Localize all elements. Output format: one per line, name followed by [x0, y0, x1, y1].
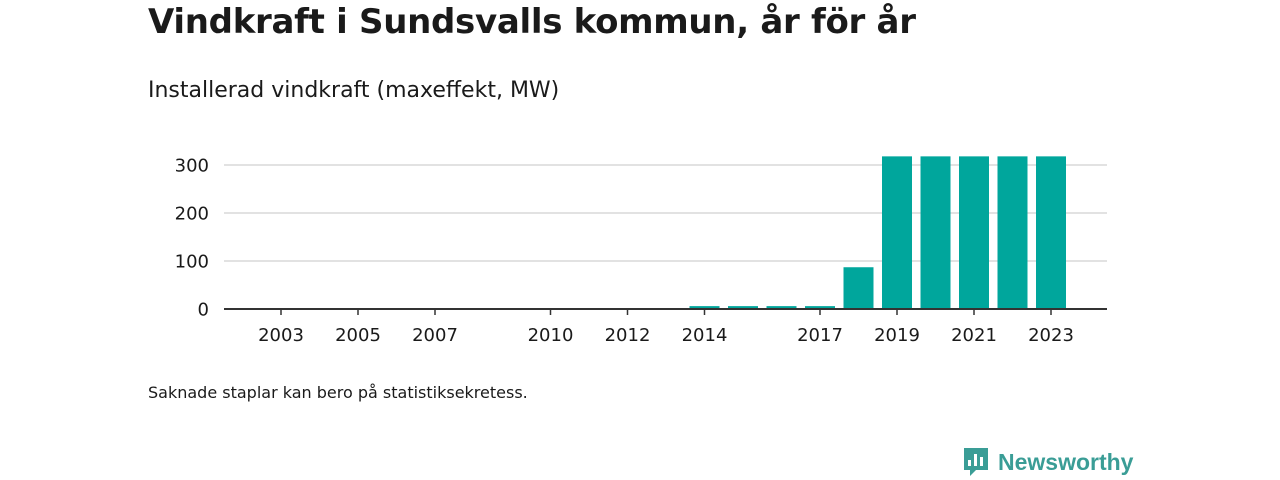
footnote: Saknade staplar kan bero på statistiksek…: [148, 383, 528, 402]
bar-chart: 0 100 200 300 2003 2005 2007 2010 2012 2014 2017 20…: [175, 156, 1107, 346]
x-tick-label: 2005: [335, 325, 381, 346]
bar: [920, 156, 951, 309]
x-tick-label: 2014: [682, 325, 728, 346]
x-tick-label: 2023: [1028, 325, 1074, 346]
bar: [843, 267, 874, 309]
newsworthy-logo[interactable]: Newsworthy: [962, 446, 1133, 478]
chart-subtitle: Installerad vindkraft (maxeffekt, MW): [148, 78, 560, 103]
x-tick-label: 2021: [951, 325, 997, 346]
bar: [997, 156, 1028, 309]
y-tick-label: 300: [175, 156, 209, 177]
y-tick-label: 200: [175, 204, 209, 225]
bar: [766, 306, 797, 309]
y-tick-label: 0: [198, 300, 209, 321]
newsworthy-logo-icon: [964, 448, 988, 476]
bar: [805, 306, 835, 309]
y-tick-label: 100: [175, 252, 209, 273]
x-tick-label: 2019: [874, 325, 920, 346]
bar: [1036, 156, 1066, 309]
x-tick-label: 2017: [797, 325, 843, 346]
x-tick-label: 2012: [605, 325, 651, 346]
newsworthy-logo-text: Newsworthy: [998, 448, 1134, 475]
bar: [689, 306, 720, 309]
chart-title: Vindkraft i Sundsvalls kommun, år för år: [148, 2, 916, 42]
x-tick-label: 2010: [528, 325, 574, 346]
bar: [882, 156, 912, 309]
bar: [959, 156, 989, 309]
x-tick-label: 2007: [412, 325, 458, 346]
x-tick-label: 2003: [258, 325, 304, 346]
bar: [728, 306, 758, 309]
